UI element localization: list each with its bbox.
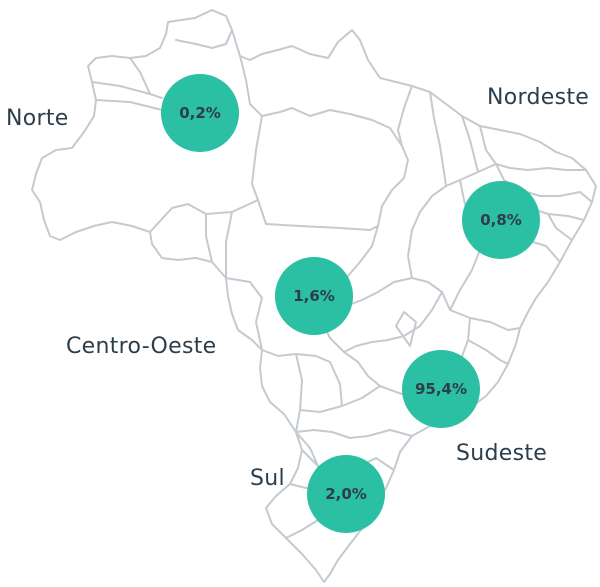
bubble-norte: 0,2% xyxy=(161,74,239,152)
bubble-centro-oeste: 1,6% xyxy=(275,257,353,335)
region-label-nordeste: Nordeste xyxy=(487,85,590,110)
bubble-value-nordeste: 0,8% xyxy=(480,211,522,229)
region-label-norte: Norte xyxy=(6,106,69,131)
bubble-sul: 2,0% xyxy=(307,455,385,533)
bubble-nordeste: 0,8% xyxy=(462,181,540,259)
bubble-sudeste: 95,4% xyxy=(402,350,480,428)
region-label-sudeste: Sudeste xyxy=(456,441,548,466)
bubble-value-sul: 2,0% xyxy=(325,485,367,503)
bubble-value-norte: 0,2% xyxy=(179,104,221,122)
bubble-value-centro-oeste: 1,6% xyxy=(293,287,335,305)
region-label-sul: Sul xyxy=(250,466,285,491)
country-border xyxy=(31,9,597,583)
bubble-value-sudeste: 95,4% xyxy=(414,380,468,398)
region-label-centro-oeste: Centro-Oeste xyxy=(66,334,217,359)
